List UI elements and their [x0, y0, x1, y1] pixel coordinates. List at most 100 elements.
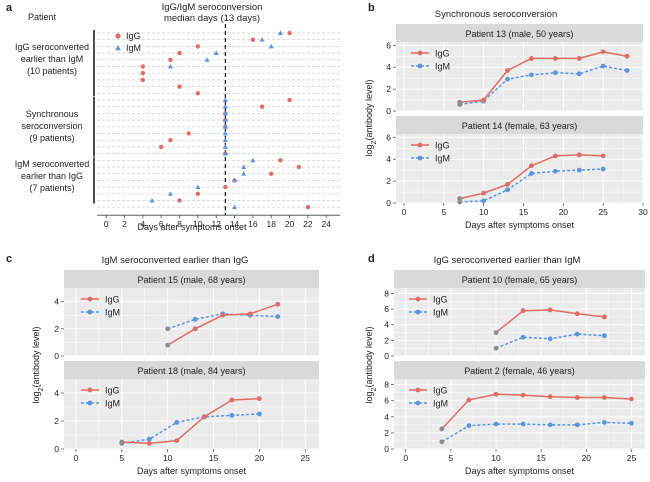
igg-point	[140, 64, 146, 69]
y-tick-label: 4	[54, 297, 59, 307]
facet-plot-background	[394, 288, 645, 356]
legend-igg-label: IgG	[435, 49, 450, 59]
igg-data-point	[493, 330, 499, 335]
igm-data-point	[600, 63, 606, 69]
igg-point	[186, 131, 191, 136]
facet-1: Patient 10 (female, 65 years) 0 2 4 6 8 IgG IgM	[384, 270, 645, 361]
panel-d-title: IgG seroconverted earlier than IgM	[434, 255, 581, 266]
igg-data-point	[576, 56, 582, 61]
x-axis-label: Days after symptoms onset	[137, 466, 247, 476]
x-axis-label: Days after symptoms onset	[465, 220, 575, 230]
facet-legend: IgG IgM	[409, 386, 448, 409]
igg-point	[168, 138, 173, 143]
legend-igm-label: IgM	[433, 399, 448, 409]
group-2-line3: (9 patients)	[29, 133, 74, 143]
y-tick-label: 6	[384, 304, 389, 314]
igg-data-point	[552, 153, 558, 159]
igg-data-point	[505, 68, 510, 73]
igm-point	[250, 157, 256, 163]
panel-d-facets: Patient 10 (female, 65 years) 0 2 4 6 8 IgG IgM…	[364, 270, 645, 476]
facet-strip	[394, 270, 645, 288]
y-tick-label: 4	[384, 412, 389, 422]
igg-point	[287, 30, 292, 36]
igm-point	[232, 204, 238, 210]
x-axis-label: Days after symptoms onset	[465, 466, 575, 476]
igm-point	[277, 30, 283, 35]
facet-strip-label: Patient 15 (male, 68 years)	[137, 275, 245, 285]
group-3-line2: earlier than IgG	[21, 171, 83, 181]
group-2-line2: seroconversion	[21, 121, 82, 131]
facet-1: Patient 13 (male, 50 years) 0 2 4 6 IgG IgM	[386, 24, 644, 116]
x-tick-label: 6	[159, 219, 164, 229]
y-tick-label: 0	[386, 198, 391, 208]
y-axis-label: log2(antibody level)	[31, 327, 45, 404]
legend-igm-label: IgM	[126, 43, 141, 53]
igm-data-point	[466, 423, 472, 429]
igg-data-point	[481, 190, 487, 196]
igm-point	[259, 37, 265, 42]
igg-point	[250, 37, 256, 42]
group-3-line3: (7 patients)	[29, 183, 74, 193]
x-tick-label: 10	[479, 207, 489, 217]
legend-igm-marker	[87, 309, 93, 315]
panel-c-facets: Patient 15 (male, 68 years)024 IgGIgMPati…	[31, 270, 319, 476]
group-3-line1: IgM seroconverted	[15, 159, 90, 169]
x-tick-label: 10	[491, 453, 501, 463]
facet-strip	[64, 361, 319, 379]
x-tick-label: 20	[559, 207, 569, 217]
igg-point	[177, 198, 182, 203]
igm-point	[268, 43, 274, 49]
facet-2: Patient 14 (female, 63 years) 0 2 4 6 IgG IgM	[386, 116, 644, 208]
igm-data-point	[256, 411, 262, 417]
y-tick-label: 0	[54, 444, 59, 454]
y-tick-label: 6	[386, 132, 391, 142]
igm-data-point	[547, 336, 553, 342]
igg-point	[140, 71, 146, 76]
x-tick-label: 18	[266, 219, 276, 229]
x-tick-label: 25	[627, 453, 637, 463]
igg-data-point	[481, 97, 487, 103]
x-tick-label: 4	[140, 219, 145, 229]
igm-data-point	[552, 168, 558, 174]
igg-data-point	[529, 163, 534, 169]
igm-data-point	[600, 166, 606, 172]
facet-legend: IgG IgM	[81, 386, 120, 409]
igg-data-point	[600, 49, 606, 55]
x-tick-label: 24	[322, 219, 332, 229]
legend-igm-marker	[417, 155, 423, 161]
igm-data-point	[192, 316, 198, 322]
x-tick-label: 0	[403, 453, 408, 463]
igg-data-point	[457, 196, 463, 202]
y-tick-label: 4	[386, 154, 391, 164]
igm-point	[195, 184, 201, 190]
x-tick-label: 5	[449, 453, 454, 463]
facet-2: Patient 18 (male, 84 years) 0 2 4 IgG IgM	[54, 361, 319, 454]
facet-legend: IgG IgM	[411, 141, 450, 164]
y-tick-label: 8	[384, 380, 389, 390]
x-tick-label: 0	[402, 207, 407, 217]
igg-data-point	[256, 396, 262, 401]
igm-data-point	[505, 76, 510, 82]
panel-a-title-line2: median days (13 days)	[164, 13, 260, 24]
igm-data-point	[439, 439, 445, 445]
igm-point	[232, 177, 238, 183]
facet-legend: IgG IgM	[411, 49, 450, 72]
x-tick-label: 5	[441, 207, 446, 217]
igm-data-point	[520, 421, 526, 427]
igm-data-point	[505, 187, 510, 193]
x-tick-label: 2	[122, 219, 127, 229]
x-tick-label: 0	[104, 219, 109, 229]
legend-igg-label: IgG	[435, 141, 450, 151]
igm-point	[222, 151, 228, 156]
facet-plot-background	[394, 379, 645, 449]
igg-data-point	[247, 311, 253, 317]
igm-point	[222, 130, 228, 136]
legend-igg-marker	[415, 296, 421, 302]
facet-2: Patient 2 (female, 46 years) 0 2 4 6 8 IgG IgM	[384, 361, 645, 454]
x-tick-label: 15	[536, 453, 546, 463]
facet-strip	[64, 270, 319, 288]
facet-plot-background	[64, 379, 319, 449]
x-tick-label: 25	[598, 207, 608, 217]
igg-data-point	[192, 326, 198, 332]
igg-data-point	[220, 312, 226, 318]
